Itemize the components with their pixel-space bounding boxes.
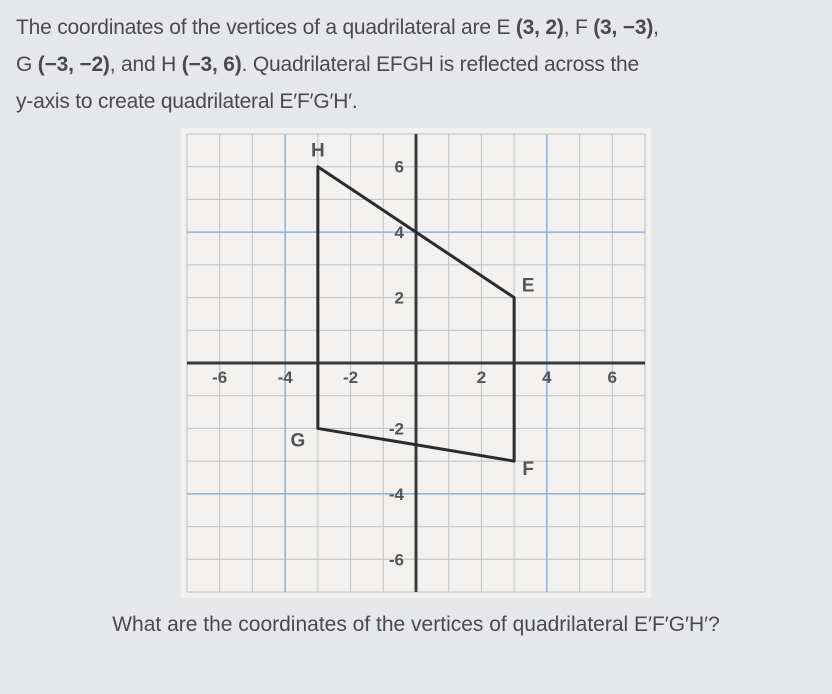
point-E: (3, 2) — [516, 16, 564, 39]
svg-text:-2: -2 — [343, 368, 358, 387]
svg-text:-6: -6 — [389, 551, 404, 570]
svg-text:H: H — [311, 141, 325, 162]
svg-text:6: 6 — [395, 158, 404, 177]
svg-text:-6: -6 — [212, 368, 227, 387]
graph-container: -6 -4 -2 2 4 6 -6 -4 -2 2 4 6 E F G H — [16, 128, 816, 598]
coordinate-graph: -6 -4 -2 2 4 6 -6 -4 -2 2 4 6 E F G H — [181, 128, 651, 598]
text: , F — [564, 16, 594, 39]
svg-text:E: E — [522, 276, 535, 297]
svg-text:2: 2 — [395, 289, 404, 308]
point-F: (3, −3) — [593, 16, 653, 39]
svg-text:6: 6 — [608, 368, 617, 387]
svg-text:4: 4 — [395, 223, 405, 242]
svg-text:F: F — [522, 459, 534, 480]
point-G: (−3, −2) — [38, 53, 110, 76]
point-H: (−3, 6) — [182, 53, 242, 76]
svg-text:-4: -4 — [389, 485, 405, 504]
text: The coordinates of the vertices of a qua… — [16, 16, 516, 39]
svg-text:4: 4 — [542, 368, 552, 387]
question-text: What are the coordinates of the vertices… — [16, 608, 816, 642]
text: G — [16, 53, 38, 76]
text: y-axis to create quadrilateral E′F′G′H′. — [16, 90, 358, 113]
svg-text:G: G — [290, 431, 305, 452]
svg-text:-2: -2 — [389, 420, 404, 439]
svg-text:-4: -4 — [278, 368, 294, 387]
text: , and H — [110, 53, 182, 76]
text: . Quadrilateral EFGH is reflected across… — [242, 53, 639, 76]
text: , — [653, 16, 659, 39]
problem-text: The coordinates of the vertices of a qua… — [16, 10, 816, 120]
svg-text:2: 2 — [477, 368, 486, 387]
